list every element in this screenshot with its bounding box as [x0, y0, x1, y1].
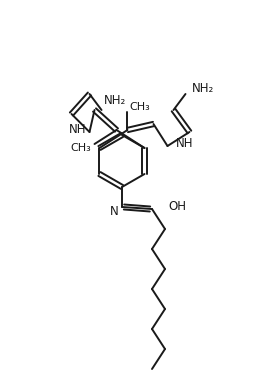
Text: NH: NH: [69, 122, 87, 135]
Text: CH₃: CH₃: [130, 102, 150, 112]
Text: NH₂: NH₂: [103, 93, 126, 106]
Text: CH₃: CH₃: [71, 143, 91, 153]
Text: N: N: [110, 204, 118, 217]
Text: OH: OH: [168, 200, 186, 213]
Text: NH: NH: [175, 137, 193, 150]
Text: NH₂: NH₂: [191, 82, 214, 95]
